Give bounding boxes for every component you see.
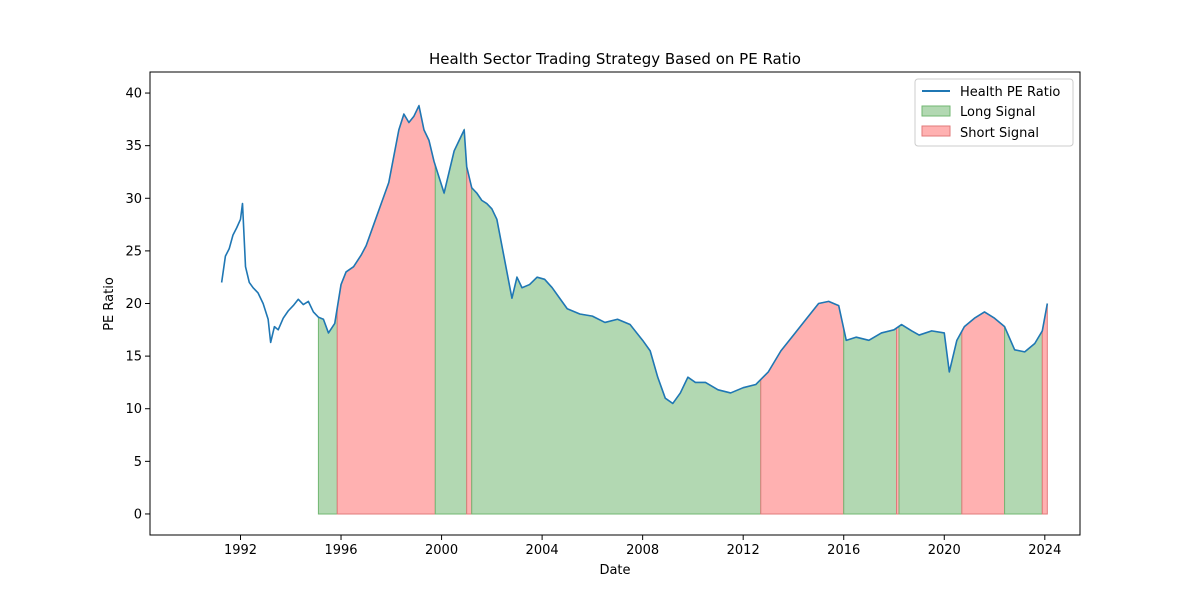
legend-swatch-short <box>921 125 951 137</box>
chart-title: Health Sector Trading Strategy Based on … <box>429 50 801 68</box>
long-signal-region-2 <box>434 127 468 515</box>
legend: Health PE Ratio Long Signal Short Signal <box>914 78 1074 147</box>
y-tick-label-25: 25 <box>125 244 142 259</box>
x-tick-label-2008: 2008 <box>626 543 659 558</box>
x-tick-label-2024: 2024 <box>1028 543 1061 558</box>
y-tick-label-30: 30 <box>125 192 142 207</box>
y-tick-label-35: 35 <box>125 139 142 154</box>
y-tick-label-0: 0 <box>134 507 142 522</box>
x-tick-label-2016: 2016 <box>827 543 860 558</box>
y-tick-label-15: 15 <box>125 350 142 365</box>
long-signal-region-0 <box>317 307 338 515</box>
short-signal-region-3 <box>466 166 473 515</box>
x-axis-label: Date <box>599 563 630 578</box>
health-pe-ratio-line <box>220 104 1049 405</box>
legend-label-short: Short Signal <box>960 126 1039 141</box>
y-tick-label-5: 5 <box>134 455 142 470</box>
axes: 1992 1996 2000 2004 2008 2012 2016 2020 2024 0 5 10… <box>125 87 1061 558</box>
y-axis-label: PE Ratio <box>102 277 117 331</box>
short-signal-region-11 <box>1041 303 1048 515</box>
legend-box <box>914 78 1074 147</box>
y-tick-label-10: 10 <box>125 402 142 417</box>
legend-label-health-pe: Health PE Ratio <box>960 85 1060 100</box>
x-tick-label-2004: 2004 <box>526 543 559 558</box>
x-tick-label-2020: 2020 <box>928 543 961 558</box>
legend-label-long: Long Signal <box>960 105 1036 120</box>
long-signal-region-10 <box>1004 326 1043 515</box>
short-signal-region-9 <box>961 311 1006 515</box>
x-tick-label-2000: 2000 <box>425 543 458 558</box>
x-tick-label-1996: 1996 <box>324 543 357 558</box>
x-tick-label-1992: 1992 <box>224 543 257 558</box>
y-tick-label-20: 20 <box>125 297 142 312</box>
legend-swatch-long <box>921 105 951 117</box>
plot-area <box>220 104 1049 515</box>
long-signal-region-6 <box>843 327 898 515</box>
y-tick-label-40: 40 <box>125 87 142 102</box>
x-tick-label-2012: 2012 <box>727 543 760 558</box>
